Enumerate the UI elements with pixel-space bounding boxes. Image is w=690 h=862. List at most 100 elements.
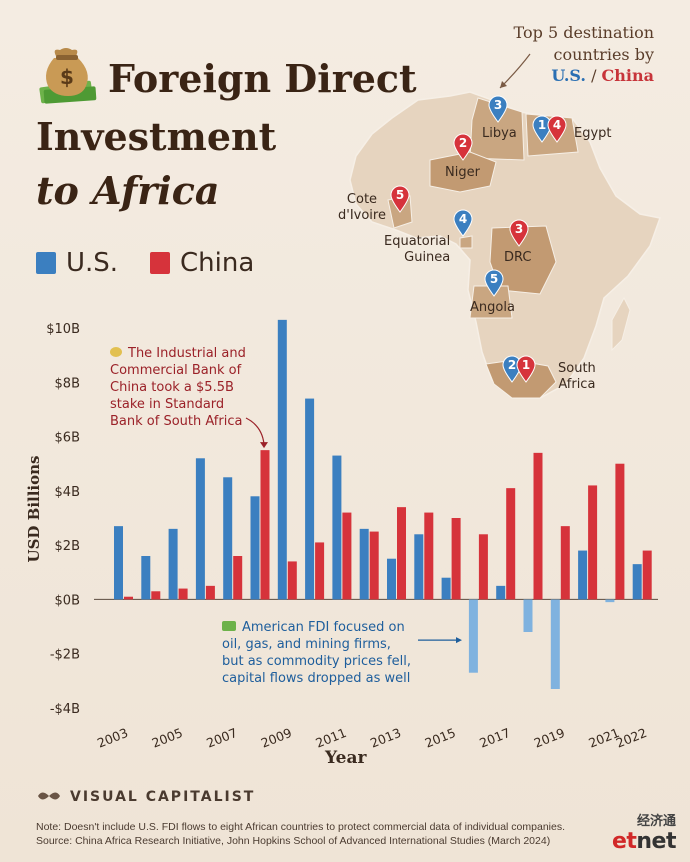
bar-us (114, 526, 123, 600)
bar-china (642, 550, 652, 600)
bar-china (124, 596, 133, 600)
brand-name: VISUAL CAPITALIST (70, 789, 256, 805)
map-pin-rank: 2 (459, 136, 467, 150)
watermark-cn: 经济通 (636, 814, 676, 829)
label-drc: DRC (504, 250, 532, 265)
y-tick-label: $4B (55, 485, 80, 500)
map-pin-drc-china: 3 (509, 219, 529, 247)
x-tick-label: 2007 (204, 725, 239, 750)
label-niger: Niger (445, 165, 480, 180)
label-cote-l2: d'Ivoire (338, 208, 386, 224)
bar-china (233, 556, 243, 600)
bar-us (387, 558, 396, 600)
label-eqg-l1: Equatorial (384, 234, 451, 249)
title-line-2: Investment (36, 114, 277, 159)
bar-china (451, 518, 461, 600)
bar-us (305, 398, 315, 600)
bar-china (506, 488, 516, 600)
map-pin-icon (484, 269, 504, 297)
legend-swatch-china (150, 252, 170, 274)
bar-china (369, 531, 379, 600)
annotation-china-l1: The Industrial and (128, 346, 246, 361)
footer-note: Note: Doesn't include U.S. FDI flows to … (36, 821, 566, 833)
note-arrow (499, 53, 531, 89)
label-sa-l1: South (558, 361, 596, 376)
note-arrow-head (500, 81, 507, 88)
bar-china (397, 507, 406, 600)
bar-china (560, 526, 570, 600)
map-pin-rank: 3 (515, 222, 523, 236)
bar-us (277, 319, 287, 600)
map-pin-icon (453, 133, 473, 161)
annotation-us: American FDI focused on oil, gas, and mi… (222, 620, 411, 688)
map-pin-rank: 5 (396, 188, 404, 202)
map-pin-cote-d-ivoire-china: 5 (390, 185, 410, 213)
bar-us (605, 599, 615, 603)
bar-china (615, 463, 625, 600)
label-south-africa: South Africa (558, 361, 596, 394)
country-equatorial-guinea (459, 235, 473, 249)
bar-us (332, 455, 342, 600)
bar-china (424, 512, 434, 600)
bar-us (141, 556, 151, 600)
map-pin-rank: 4 (459, 212, 467, 226)
money-bag-icon: $ (39, 48, 97, 104)
bar-us (359, 528, 369, 600)
x-tick-label: 2009 (259, 725, 294, 750)
x-tick-label: 2019 (532, 725, 567, 750)
bar-china (260, 450, 270, 600)
bar-china (205, 585, 215, 600)
top-note-sep: / (585, 66, 602, 86)
bar-us (523, 599, 533, 632)
bar-us (168, 528, 178, 600)
label-egypt: Egypt (574, 126, 612, 141)
label-angola: Angola (470, 300, 515, 315)
bar-china (315, 542, 325, 600)
map-pin-icon (453, 209, 473, 237)
bar-us (195, 458, 205, 600)
x-tick-label: 2005 (150, 725, 185, 750)
legend-label-us: U.S. (66, 248, 119, 278)
footer: Note: Doesn't include U.S. FDI flows to … (36, 820, 616, 848)
watermark-et: et (611, 829, 637, 854)
legend-item-china: China (150, 248, 254, 278)
bar-china (287, 561, 297, 600)
map-pin-rank: 5 (490, 272, 498, 286)
map-pin-angola-us: 5 (484, 269, 504, 297)
fdi-bar-chart: -$4B -$2B $0B $2B $4B $6B $8B $10B 2003 2005 2007 2… (46, 319, 658, 750)
visual-capitalist-logo-icon (38, 792, 60, 800)
map-pin-icon (488, 95, 508, 123)
bar-china (478, 534, 488, 600)
x-axis-label: Year (325, 748, 367, 768)
top-note-us: U.S. (551, 66, 586, 86)
map-pin-rank: 1 (522, 358, 530, 372)
annotation-us-arrowhead (456, 637, 462, 644)
y-tick-label: $8B (55, 376, 80, 391)
svg-text:$: $ (60, 65, 74, 89)
dollar-bill-icon (222, 621, 236, 631)
map-pin-equatorial-guinea-us: 4 (453, 209, 473, 237)
y-tick-label: $0B (55, 593, 80, 608)
map-pin-rank: 3 (494, 98, 502, 112)
bar-china (342, 512, 352, 600)
y-tick-label: -$2B (50, 648, 80, 663)
annotation-china-arrowhead (260, 442, 268, 449)
label-cote-l1: Cote (346, 192, 378, 207)
x-tick-label: 2015 (423, 725, 458, 750)
annotation-us-l4: capital flows dropped as well (222, 670, 411, 686)
legend-label-china: China (180, 248, 255, 278)
label-equatorial-guinea: Equatorial Guinea (384, 234, 450, 267)
annotation-china-l5: Bank of South Africa (110, 413, 243, 429)
map-pin-icon (516, 355, 536, 383)
bar-china (588, 485, 598, 600)
map-pin-icon (509, 219, 529, 247)
bar-china (533, 452, 543, 600)
annotation-china-l4: stake in Standard (110, 396, 225, 412)
x-tick-label: 2011 (313, 725, 348, 750)
title-line-1: Foreign Direct (108, 56, 417, 101)
annotation-us-l1: American FDI focused on (242, 620, 405, 635)
top-note: Top 5 destination countries by U.S. / Ch… (514, 22, 654, 87)
bar-us (223, 477, 233, 600)
y-axis-label: USD Billions (25, 455, 43, 563)
